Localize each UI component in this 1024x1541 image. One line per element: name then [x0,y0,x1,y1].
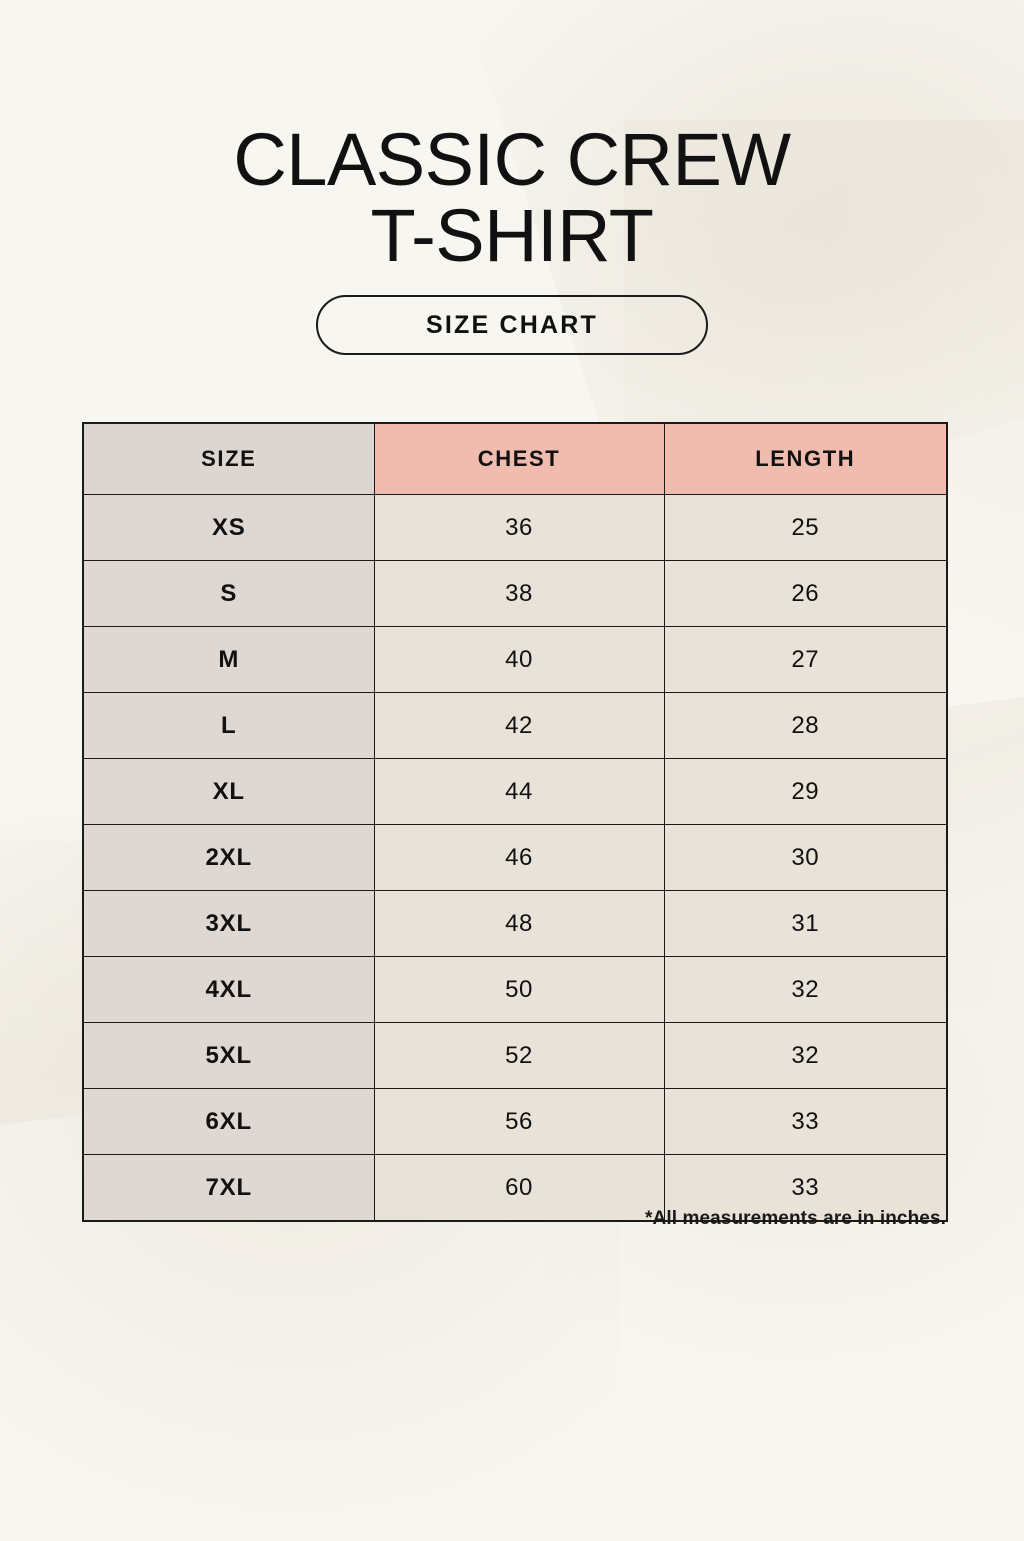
cell-chest: 50 [373,956,665,1023]
cell-length: 31 [663,890,948,957]
table-row: XS 36 25 [82,494,948,561]
cell-length: 25 [663,494,948,561]
cell-size: XL [82,758,375,825]
size-chart-badge: SIZE CHART [316,295,708,355]
cell-chest: 60 [373,1154,665,1222]
cell-chest: 36 [373,494,665,561]
cell-size: S [82,560,375,627]
cell-chest: 42 [373,692,665,759]
table-row: 5XL 52 32 [82,1022,948,1089]
cell-length: 28 [663,692,948,759]
cell-size: XS [82,494,375,561]
column-header-size: SIZE [82,422,375,495]
cell-chest: 44 [373,758,665,825]
cell-chest: 40 [373,626,665,693]
size-table-body: XS 36 25 S 38 26 M 40 27 L 42 28 XL 44 29 2XL 46 30 3XL 48 3… [82,494,948,1222]
cell-length: 30 [663,824,948,891]
cell-length: 32 [663,1022,948,1089]
table-row: 4XL 50 32 [82,956,948,1023]
measurement-footnote: *All measurements are in inches. [645,1208,946,1229]
table-row: M 40 27 [82,626,948,693]
cell-length: 26 [663,560,948,627]
table-header-row: SIZE CHEST LENGTH [82,422,948,495]
size-table-header: SIZE CHEST LENGTH [82,422,948,495]
column-header-length: LENGTH [663,422,948,495]
cell-length: 27 [663,626,948,693]
cell-size: 3XL [82,890,375,957]
cell-length: 29 [663,758,948,825]
cell-size: 4XL [82,956,375,1023]
cell-chest: 46 [373,824,665,891]
size-table-container: SIZE CHEST LENGTH XS 36 25 S 38 26 M 40 27 L 42 28 X… [82,422,948,1222]
cell-chest: 38 [373,560,665,627]
cell-chest: 48 [373,890,665,957]
size-chart-page: CLASSIC CREW T-SHIRT SIZE CHART SIZE CHE… [82,117,948,1229]
cell-size: 2XL [82,824,375,891]
cell-length: 32 [663,956,948,1023]
size-table: SIZE CHEST LENGTH XS 36 25 S 38 26 M 40 27 L 42 28 X… [82,422,948,1222]
table-row: XL 44 29 [82,758,948,825]
cell-size: 6XL [82,1088,375,1155]
cell-chest: 52 [373,1022,665,1089]
cell-chest: 56 [373,1088,665,1155]
page-title: CLASSIC CREW T-SHIRT [233,117,791,277]
cell-size: 7XL [82,1154,375,1222]
cell-length: 33 [663,1154,948,1222]
cell-length: 33 [663,1088,948,1155]
size-chart-badge-label: SIZE CHART [426,310,598,339]
cell-size: L [82,692,375,759]
cell-size: M [82,626,375,693]
table-row: 6XL 56 33 [82,1088,948,1155]
column-header-chest: CHEST [373,422,665,495]
table-row: 3XL 48 31 [82,890,948,957]
table-row: S 38 26 [82,560,948,627]
table-row: 2XL 46 30 [82,824,948,891]
table-row: L 42 28 [82,692,948,759]
cell-size: 5XL [82,1022,375,1089]
